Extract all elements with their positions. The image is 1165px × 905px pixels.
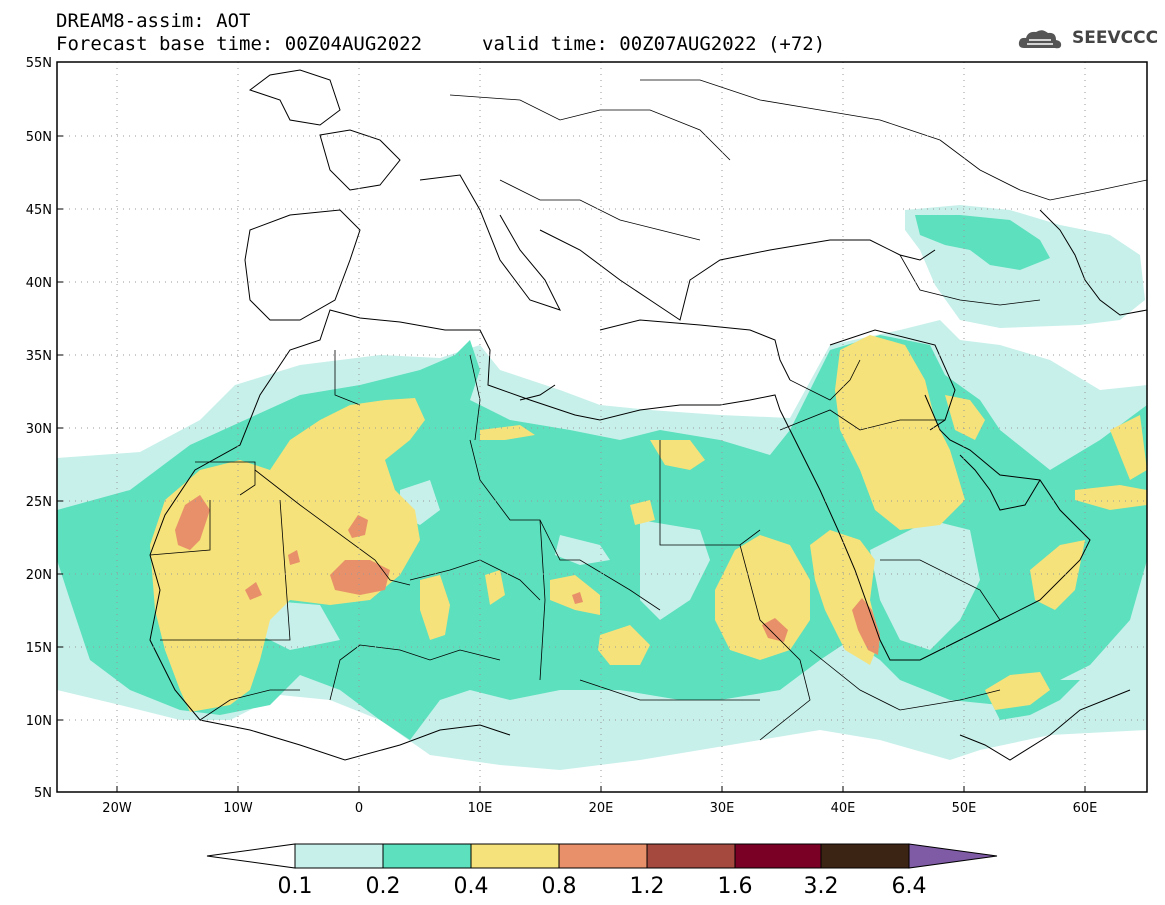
colorbar-swatch-6: [734, 843, 822, 869]
colorbar-label-3.2: 3.2: [804, 874, 839, 899]
logo-text: SEEVCCC: [1072, 28, 1159, 48]
colorbar-swatch-4: [558, 843, 648, 869]
lat-label-25n: 25N: [26, 495, 52, 510]
colorbar-label-0.4: 0.4: [454, 874, 489, 899]
colorbar-swatch-1: [294, 843, 384, 869]
lat-label-55n: 55N: [26, 56, 52, 71]
valid-time: valid time: 00Z07AUG2022 (+72): [482, 33, 826, 55]
colorbar-labels: 0.1 0.2 0.4 0.8 1.2 1.6 3.2 6.4: [278, 874, 927, 899]
colorbar-swatch-5: [646, 843, 736, 869]
longitude-labels: 20W 10W 0 10E 20E 30E 40E 50E 60E: [102, 801, 1097, 816]
lon-label-0: 0: [355, 801, 363, 816]
lat-label-10n: 10N: [26, 714, 52, 729]
lat-label-20n: 20N: [26, 568, 52, 583]
colorbar-high-arrow: [908, 843, 998, 869]
lat-label-40n: 40N: [26, 276, 52, 291]
lon-label-50e: 50E: [952, 801, 977, 816]
lat-label-15n: 15N: [26, 641, 52, 656]
colorbar-label-0.2: 0.2: [366, 874, 401, 899]
lat-label-5n: 5N: [34, 786, 52, 801]
lat-label-35n: 35N: [26, 349, 52, 364]
lon-label-20w: 20W: [102, 801, 132, 816]
map-frame: [56, 61, 1148, 793]
colorbar-label-0.8: 0.8: [542, 874, 577, 899]
colorbar-label-6.4: 6.4: [892, 874, 927, 899]
colorbar-label-1.6: 1.6: [718, 874, 753, 899]
country-borders: [149, 79, 1147, 741]
lat-label-50n: 50N: [26, 130, 52, 145]
lon-label-20e: 20E: [589, 801, 614, 816]
colorbar-low-arrow: [206, 843, 296, 869]
colorbar-swatch-3: [470, 843, 560, 869]
lon-label-10w: 10W: [223, 801, 253, 816]
aot-level-0.8: [175, 495, 880, 655]
map-title: DREAM8-assim: AOT: [56, 10, 251, 32]
lon-label-60e: 60E: [1073, 801, 1098, 816]
colorbar-swatch-7: [820, 843, 910, 869]
lat-label-45n: 45N: [26, 203, 52, 218]
forecast-base-time: Forecast base time: 00Z04AUG2022: [56, 33, 423, 55]
cloud-logo-icon: [1018, 30, 1062, 49]
lon-label-10e: 10E: [468, 801, 493, 816]
lat-label-30n: 30N: [26, 422, 52, 437]
colorbar-label-0.1: 0.1: [278, 874, 313, 899]
colorbar: [206, 843, 998, 869]
colorbar-swatch-2: [382, 843, 472, 869]
latitude-labels: 55N 50N 45N 40N 35N 30N 25N 20N 15N 10N …: [26, 56, 52, 801]
aot-field: [57, 205, 1147, 770]
lon-label-30e: 30E: [710, 801, 735, 816]
lon-label-40e: 40E: [831, 801, 856, 816]
colorbar-label-1.2: 1.2: [630, 874, 665, 899]
coastlines: [149, 69, 1147, 761]
